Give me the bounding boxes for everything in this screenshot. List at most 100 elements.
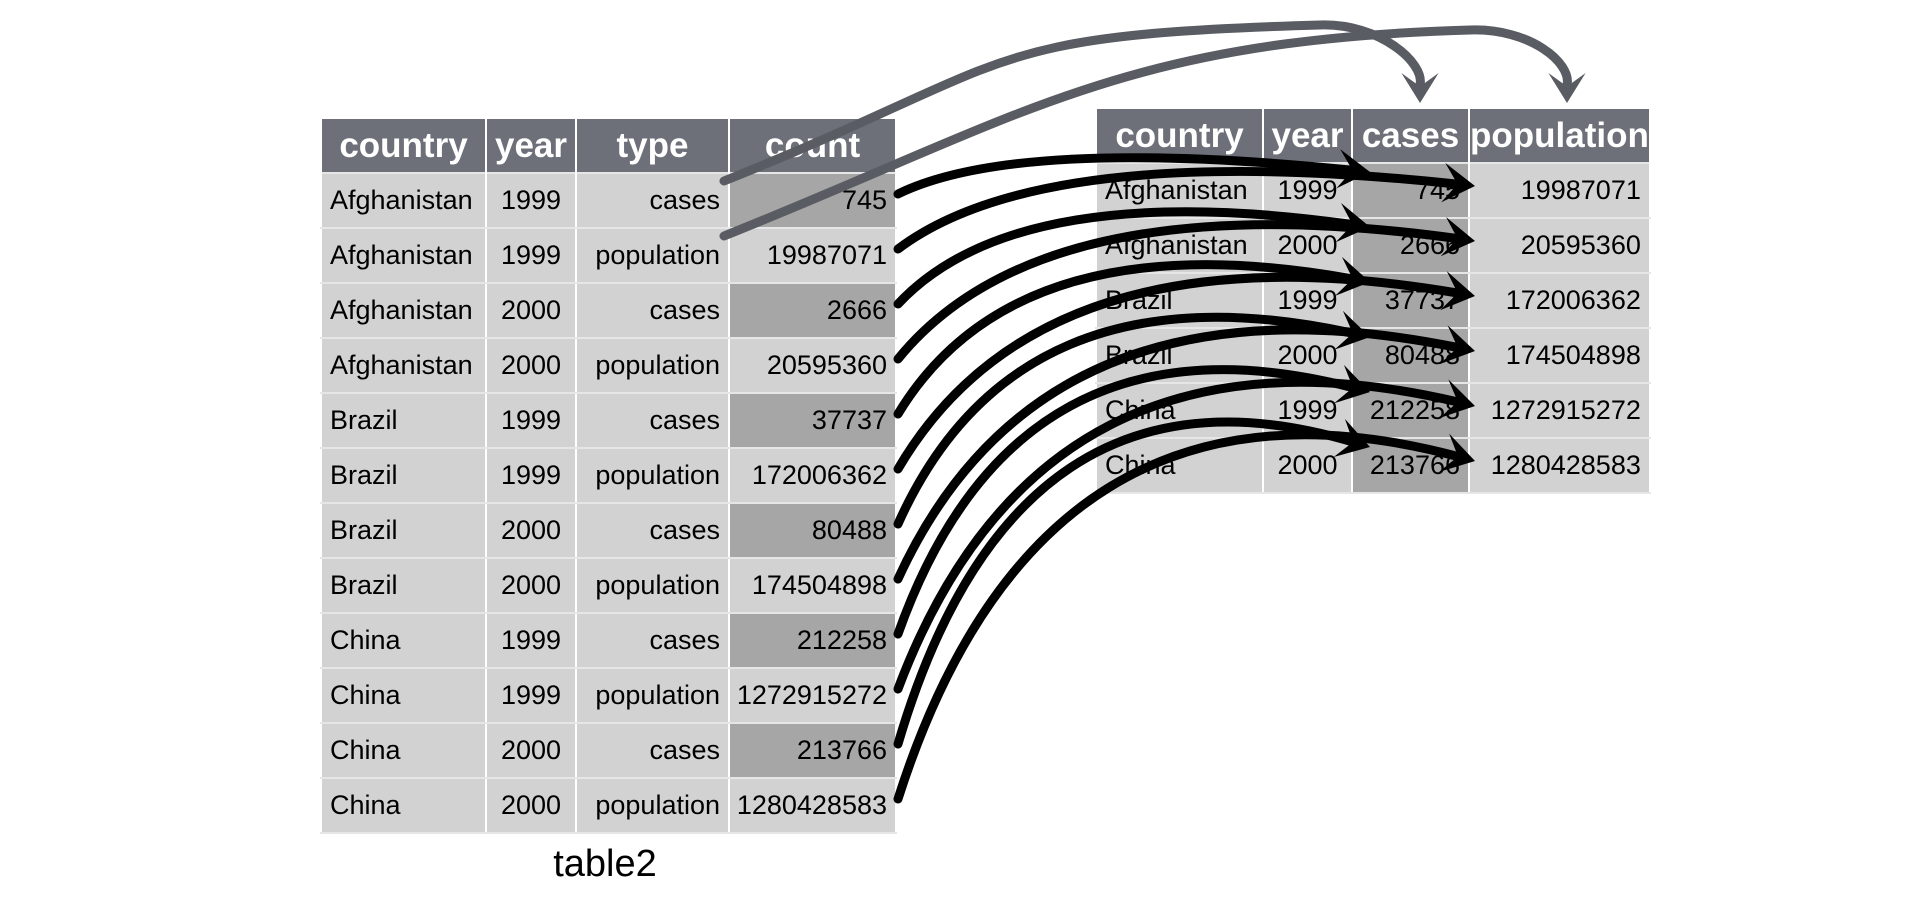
- left-table-row: Afghanistan 2000 population 20595360: [320, 337, 897, 394]
- right-table-row: China 1999 212258 1272915272: [1095, 382, 1651, 439]
- left-cell-country: China: [320, 612, 487, 669]
- left-cell-type: cases: [575, 722, 730, 779]
- left-table-row: Brazil 1999 cases 37737: [320, 392, 897, 449]
- left-cell-year: 2000: [485, 557, 577, 614]
- right-header-year: year: [1262, 109, 1353, 163]
- right-cell-cases: 745: [1351, 162, 1470, 219]
- key-arrow-cases-head: [1401, 73, 1439, 103]
- left-cell-type: cases: [575, 172, 730, 229]
- left-table-row: Brazil 2000 population 174504898: [320, 557, 897, 614]
- left-header-year: year: [485, 119, 577, 173]
- left-cell-country: Brazil: [320, 557, 487, 614]
- right-cell-country: Afghanistan: [1095, 162, 1264, 219]
- left-cell-count: 80488: [728, 502, 897, 559]
- left-cell-year: 1999: [485, 612, 577, 669]
- left-cell-country: China: [320, 722, 487, 779]
- left-cell-count: 2666: [728, 282, 897, 339]
- left-cell-count: 745: [728, 172, 897, 229]
- right-cell-year: 2000: [1262, 217, 1353, 274]
- left-cell-country: Brazil: [320, 502, 487, 559]
- left-cell-country: Afghanistan: [320, 227, 487, 284]
- left-cell-country: China: [320, 667, 487, 724]
- right-cell-year: 2000: [1262, 437, 1353, 494]
- right-table-row: Afghanistan 2000 2666 20595360: [1095, 217, 1651, 274]
- right-cell-country: Brazil: [1095, 272, 1264, 329]
- left-cell-country: Afghanistan: [320, 337, 487, 394]
- right-cell-cases: 80488: [1351, 327, 1470, 384]
- right-cell-population: 174504898: [1468, 327, 1651, 384]
- right-header-cases: cases: [1351, 109, 1470, 163]
- left-cell-country: Afghanistan: [320, 282, 487, 339]
- left-cell-count: 172006362: [728, 447, 897, 504]
- right-cell-population: 19987071: [1468, 162, 1651, 219]
- left-cell-type: cases: [575, 612, 730, 669]
- right-header-country: country: [1095, 109, 1264, 163]
- right-cell-year: 2000: [1262, 327, 1353, 384]
- left-cell-count: 19987071: [728, 227, 897, 284]
- left-table-row: Afghanistan 1999 population 19987071: [320, 227, 897, 284]
- left-table-header-row: country year type count: [320, 119, 897, 173]
- left-header-count: count: [728, 119, 897, 173]
- right-cell-country: Afghanistan: [1095, 217, 1264, 274]
- right-cell-year: 1999: [1262, 382, 1353, 439]
- left-cell-count: 213766: [728, 722, 897, 779]
- right-cell-population: 1272915272: [1468, 382, 1651, 439]
- left-cell-year: 1999: [485, 172, 577, 229]
- left-cell-count: 1280428583: [728, 777, 897, 834]
- left-table-row: China 1999 cases 212258: [320, 612, 897, 669]
- left-table-row: Afghanistan 1999 cases 745: [320, 172, 897, 229]
- left-cell-count: 37737: [728, 392, 897, 449]
- left-cell-type: population: [575, 557, 730, 614]
- right-cell-year: 1999: [1262, 272, 1353, 329]
- left-table-row: Afghanistan 2000 cases 2666: [320, 282, 897, 339]
- left-cell-type: population: [575, 227, 730, 284]
- key-arrow-population-head: [1548, 73, 1586, 103]
- left-cell-count: 174504898: [728, 557, 897, 614]
- right-cell-country: China: [1095, 437, 1264, 494]
- left-cell-year: 1999: [485, 447, 577, 504]
- left-cell-year: 1999: [485, 667, 577, 724]
- left-cell-country: Brazil: [320, 392, 487, 449]
- left-cell-type: population: [575, 667, 730, 724]
- left-table-row: Brazil 1999 population 172006362: [320, 447, 897, 504]
- right-cell-country: Brazil: [1095, 327, 1264, 384]
- right-table-row: Brazil 2000 80488 174504898: [1095, 327, 1651, 384]
- left-cell-country: Brazil: [320, 447, 487, 504]
- right-table-tidy: country year cases population Afghanista…: [1095, 109, 1651, 494]
- left-table-row: China 1999 population 1272915272: [320, 667, 897, 724]
- right-header-population: population: [1468, 109, 1651, 163]
- left-header-type: type: [575, 119, 730, 173]
- left-cell-type: population: [575, 337, 730, 394]
- right-cell-population: 172006362: [1468, 272, 1651, 329]
- right-cell-cases: 2666: [1351, 217, 1470, 274]
- right-table-row: Brazil 1999 37737 172006362: [1095, 272, 1651, 329]
- left-cell-count: 20595360: [728, 337, 897, 394]
- left-cell-country: China: [320, 777, 487, 834]
- left-cell-year: 2000: [485, 777, 577, 834]
- right-table-row: Afghanistan 1999 745 19987071: [1095, 162, 1651, 219]
- right-cell-cases: 213766: [1351, 437, 1470, 494]
- left-table-row: Brazil 2000 cases 80488: [320, 502, 897, 559]
- left-cell-type: population: [575, 777, 730, 834]
- right-cell-cases: 37737: [1351, 272, 1470, 329]
- left-cell-type: cases: [575, 282, 730, 339]
- left-cell-type: cases: [575, 502, 730, 559]
- right-cell-country: China: [1095, 382, 1264, 439]
- right-table-header-row: country year cases population: [1095, 109, 1651, 163]
- left-cell-country: Afghanistan: [320, 172, 487, 229]
- right-cell-cases: 212258: [1351, 382, 1470, 439]
- left-cell-type: population: [575, 447, 730, 504]
- right-cell-population: 20595360: [1468, 217, 1651, 274]
- left-table-row: China 2000 cases 213766: [320, 722, 897, 779]
- right-table-row: China 2000 213766 1280428583: [1095, 437, 1651, 494]
- left-cell-year: 2000: [485, 502, 577, 559]
- right-cell-year: 1999: [1262, 162, 1353, 219]
- left-cell-year: 2000: [485, 337, 577, 394]
- left-cell-count: 212258: [728, 612, 897, 669]
- left-cell-type: cases: [575, 392, 730, 449]
- left-table-row: China 2000 population 1280428583: [320, 777, 897, 834]
- left-table-table2: country year type count Afghanistan 1999 c…: [320, 119, 897, 834]
- right-cell-population: 1280428583: [1468, 437, 1651, 494]
- left-cell-year: 2000: [485, 722, 577, 779]
- left-header-country: country: [320, 119, 487, 173]
